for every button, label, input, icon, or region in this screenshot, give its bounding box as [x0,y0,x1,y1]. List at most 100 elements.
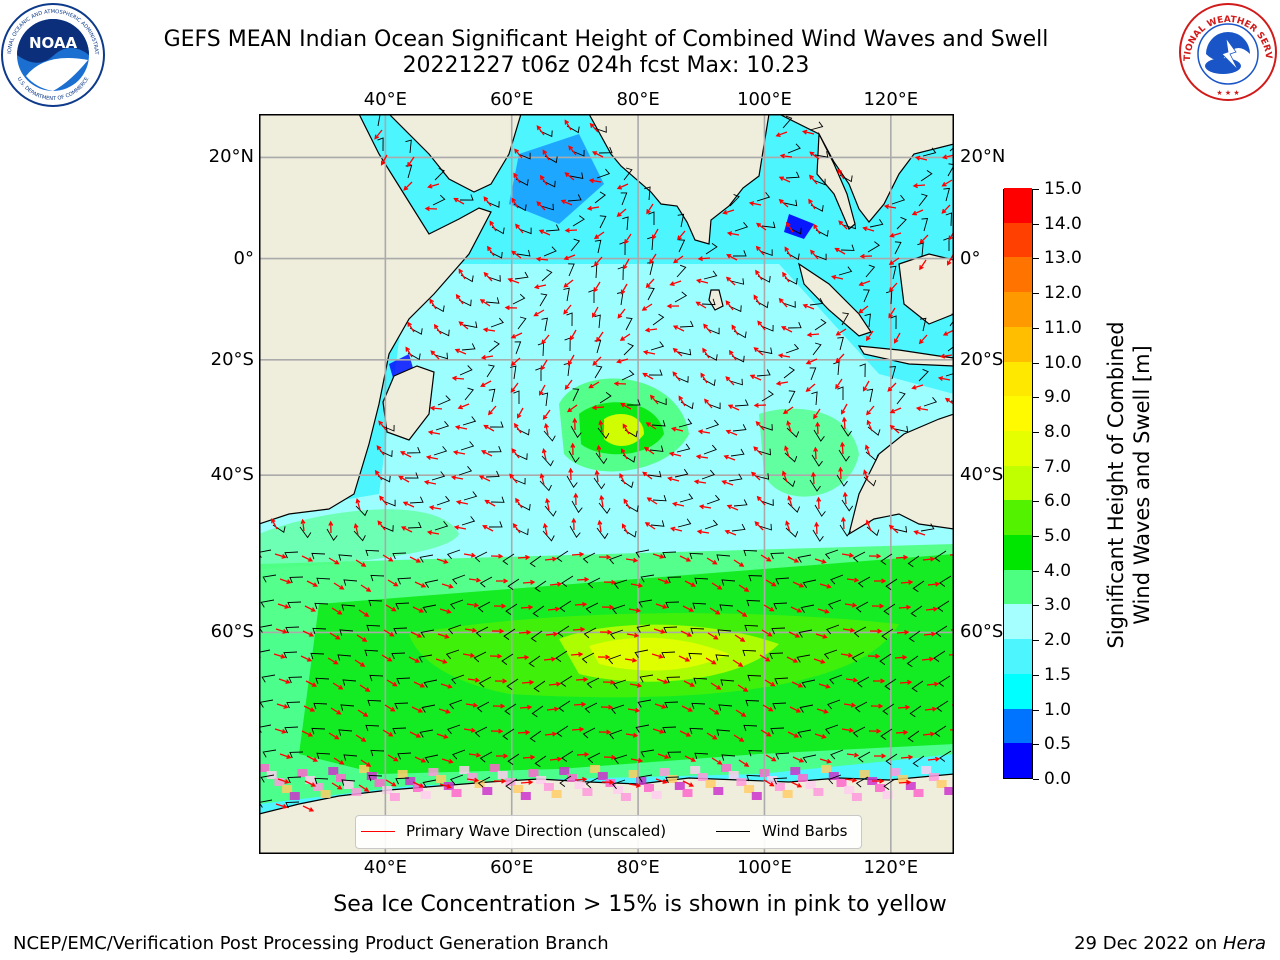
wave-direction-arrow [306,580,319,587]
wind-barb [635,724,650,733]
wave-direction-arrow [888,282,898,293]
wave-direction-arrow [354,659,366,667]
sea-ice-cell [875,784,885,792]
wind-barb [814,151,829,158]
wind-barb [756,192,771,202]
wind-barb [761,221,776,229]
wind-barb [513,203,527,212]
wind-barb [908,630,921,643]
sea-ice-cell [597,772,608,780]
lat-tick-label-right: 60°S [960,621,1004,643]
wind-barb [284,726,299,734]
footer-host: Hera [1222,933,1266,954]
wave-height-map [259,114,954,854]
wave-direction-arrow [649,394,659,405]
wind-barb [760,499,774,506]
wind-barb [625,317,633,331]
wind-barb [473,651,487,663]
wind-barb [785,171,800,179]
wind-barb [653,398,667,406]
wind-barb [585,777,599,789]
wave-direction-arrow [666,303,680,309]
sea-ice-cell [767,776,778,784]
wind-barb [433,446,448,456]
wind-barb [422,779,437,788]
wind-barb [786,252,800,261]
colorbar-segment [1004,499,1032,536]
wind-barb [435,421,450,431]
wind-barb [316,752,331,760]
wind-barb [885,578,898,591]
colorbar-tick-label: 1.5 [1044,664,1072,685]
wind-barb [446,724,461,735]
wind-barb [934,725,947,737]
wind-barb [828,599,842,610]
wind-barb [338,729,353,736]
wind-barb [814,504,826,517]
wind-barb [460,274,474,283]
wave-direction-arrow [937,376,951,381]
wind-barb [785,343,800,354]
wind-barb [316,577,331,585]
wind-barb [489,421,504,428]
wave-direction-arrow [304,605,316,612]
wave-direction-arrow [842,627,856,633]
wave-direction-arrow [656,678,669,684]
wave-direction-arrow [589,122,599,133]
wave-direction-arrow [571,551,585,557]
wave-direction-arrow [790,781,803,788]
wind-barb [865,264,876,278]
sea-ice-cell [513,785,524,793]
wave-direction-arrow [467,677,481,683]
colorbar-tick-label: 3.0 [1044,595,1072,616]
sea-ice-cell [505,778,516,786]
wind-barb [487,275,501,282]
wave-direction-arrow [328,557,340,565]
wave-direction-arrow [726,231,740,237]
wind-barb [474,551,488,563]
wave-direction-arrow [734,634,746,642]
wind-barb [692,602,707,610]
wind-barb [609,629,624,640]
wind-barb [560,675,573,687]
wave-direction-arrow [870,703,884,709]
wave-direction-arrow [865,519,872,532]
wave-direction-arrow [519,704,533,710]
sea-ice-cell [721,764,731,772]
wind-barb [621,369,635,381]
wave-direction-arrow [756,222,767,231]
wave-direction-arrow [706,732,718,740]
wind-barb [757,275,771,283]
wave-direction-arrow [568,467,574,481]
wave-direction-arrow [574,602,588,607]
wave-direction-arrow [841,403,848,415]
colorbar-tick [1033,640,1039,642]
wind-barb [814,318,827,331]
wind-barb [647,470,662,478]
wind-barb [450,599,464,610]
wave-direction-arrow [616,183,629,190]
wind-barb [395,602,410,610]
wind-barb [528,655,541,668]
wind-barb [392,727,407,735]
sea-ice-cell [420,791,431,799]
wave-direction-arrow [359,684,371,692]
wave-direction-arrow [866,419,873,432]
wind-barb [314,777,329,785]
wave-direction-arrow [895,554,909,560]
wave-direction-arrow [941,179,953,187]
colorbar-tick-label: 0.0 [1044,769,1072,789]
wave-direction-arrow [841,552,855,558]
wave-direction-arrow [504,305,518,311]
wave-direction-arrow [791,681,804,688]
wind-barb [542,180,556,188]
colorbar-segment [1004,326,1032,362]
wave-direction-arrow [484,499,496,507]
wave-direction-arrow [548,681,562,687]
sea-ice-cell [459,766,470,774]
wind-barbs-legend-label: Wind Barbs [762,822,848,840]
sea-ice-cell [651,791,662,799]
lat-tick-label-right: 40°S [960,464,1004,486]
wave-direction-arrow [626,632,640,638]
wind-barb [826,624,840,635]
